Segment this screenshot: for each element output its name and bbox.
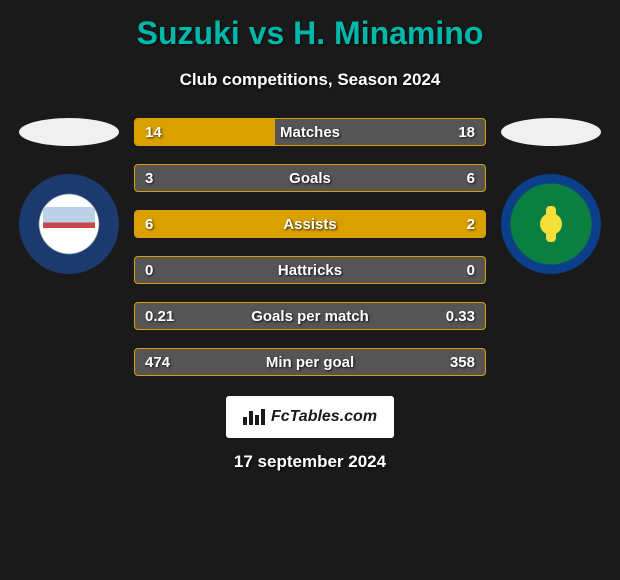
brand-label: FcTables.com [271,408,377,426]
stat-label: Assists [283,216,336,233]
infographic-container: Suzuki vs H. Minamino Club competitions,… [0,0,620,482]
stat-label: Hattricks [278,262,342,279]
main-row: 14 Matches 18 3 Goals 6 6 Assists 2 0 Hattricks 0 0.… [0,118,620,376]
stat-bar: 0 Hattricks 0 [134,256,486,284]
stats-column: 14 Matches 18 3 Goals 6 6 Assists 2 0 Hattricks 0 0.… [134,118,486,376]
stat-label: Goals [289,170,331,187]
stat-value-right: 0 [467,262,475,279]
footer-date: 17 september 2024 [0,452,620,472]
stat-value-right: 18 [458,124,475,141]
stat-value-right: 358 [450,354,475,371]
crest-kagoshima [19,174,119,274]
stat-value-left: 0 [145,262,153,279]
page-subtitle: Club competitions, Season 2024 [0,70,620,90]
stat-value-right: 6 [467,170,475,187]
stat-value-left: 3 [145,170,153,187]
stat-value-left: 6 [145,216,153,233]
brand-badge: FcTables.com [226,396,394,438]
stat-bar: 3 Goals 6 [134,164,486,192]
stat-bar: 474 Min per goal 358 [134,348,486,376]
stat-label: Matches [280,124,340,141]
stat-value-left: 0.21 [145,308,174,325]
stat-bar: 0.21 Goals per match 0.33 [134,302,486,330]
stat-bar: 6 Assists 2 [134,210,486,238]
crest-tochigi [501,174,601,274]
stat-bar: 14 Matches 18 [134,118,486,146]
stat-value-right: 0.33 [446,308,475,325]
stat-value-left: 474 [145,354,170,371]
player-right-column [496,118,606,274]
stat-value-right: 2 [467,216,475,233]
player-right-avatar-placeholder [501,118,601,146]
player-left-avatar-placeholder [19,118,119,146]
bar-chart-icon [243,409,265,425]
stat-label: Goals per match [251,308,369,325]
stat-value-left: 14 [145,124,162,141]
player-left-column [14,118,124,274]
page-title: Suzuki vs H. Minamino [0,15,620,52]
stat-label: Min per goal [266,354,354,371]
